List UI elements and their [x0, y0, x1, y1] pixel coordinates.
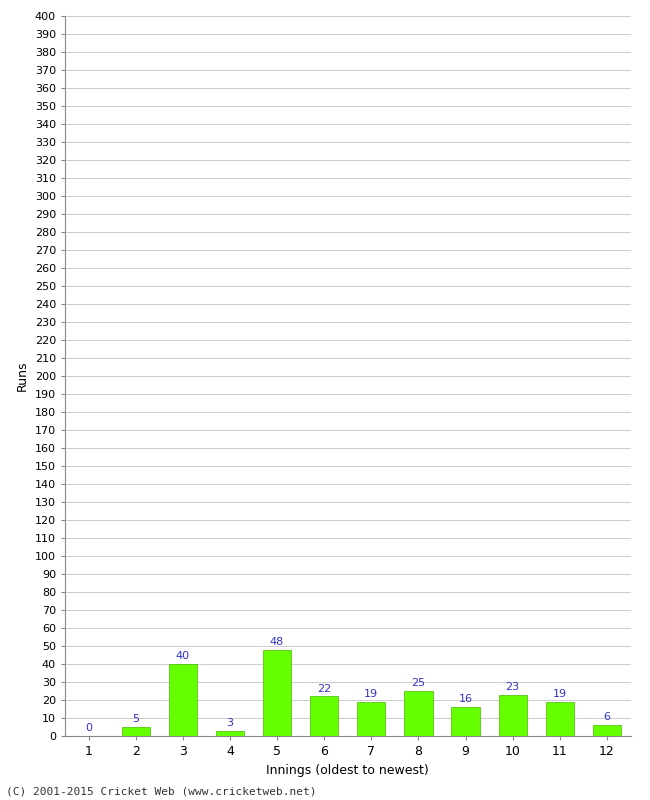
Text: 40: 40	[176, 651, 190, 662]
Text: 22: 22	[317, 684, 332, 694]
Text: 0: 0	[85, 723, 92, 734]
Bar	[169, 664, 197, 736]
Bar	[216, 730, 244, 736]
Bar	[499, 694, 526, 736]
Bar	[358, 702, 385, 736]
Text: 19: 19	[364, 689, 378, 699]
Bar	[122, 727, 150, 736]
Text: 6: 6	[603, 713, 610, 722]
Text: 3: 3	[226, 718, 233, 728]
Text: 16: 16	[458, 694, 473, 705]
Text: 48: 48	[270, 637, 284, 647]
Text: 5: 5	[132, 714, 139, 724]
Text: 23: 23	[506, 682, 520, 692]
Bar	[545, 702, 574, 736]
Bar	[593, 726, 621, 736]
Bar	[263, 650, 291, 736]
Text: 25: 25	[411, 678, 426, 688]
Bar	[451, 707, 480, 736]
Text: (C) 2001-2015 Cricket Web (www.cricketweb.net): (C) 2001-2015 Cricket Web (www.cricketwe…	[6, 786, 317, 796]
Bar	[310, 696, 339, 736]
Y-axis label: Runs: Runs	[16, 361, 29, 391]
X-axis label: Innings (oldest to newest): Innings (oldest to newest)	[266, 763, 429, 777]
Bar	[404, 691, 433, 736]
Text: 19: 19	[552, 689, 567, 699]
